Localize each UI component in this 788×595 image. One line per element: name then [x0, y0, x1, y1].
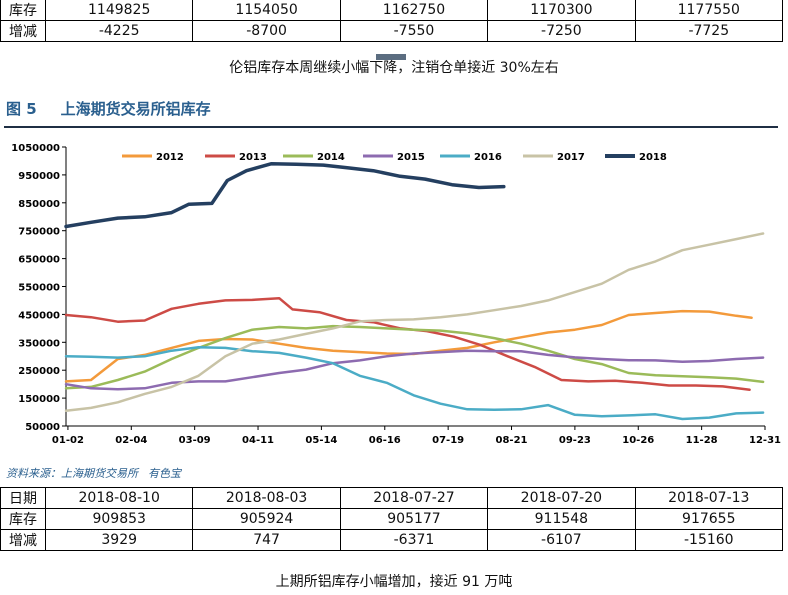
table-cell: 911548	[487, 508, 636, 530]
table-cell: -4225	[44, 20, 194, 42]
legend-label: 2013	[239, 152, 267, 163]
source-extra: 有色宝	[148, 467, 181, 480]
series-lines	[64, 161, 765, 421]
table-cell: 1162750	[339, 0, 489, 21]
x-tick-label: 10-26	[622, 435, 654, 446]
x-tick-label: 12-31	[749, 435, 781, 446]
title-rule	[4, 126, 778, 128]
table-cell: 1149825	[44, 0, 194, 21]
table-cell: 917655	[634, 508, 784, 530]
caption-top: 伦铝库存本周继续小幅下降，注销仓单接近 30%左右	[229, 60, 559, 76]
table-cell: -7550	[339, 20, 489, 42]
date-cell: 2018-07-27	[339, 487, 489, 509]
series-line-2016	[64, 346, 765, 421]
table-cell: -7725	[634, 20, 784, 42]
figure-title-text: 上海期货交易所铝库存	[60, 100, 211, 118]
legend-label: 2012	[156, 152, 184, 163]
table-cell: 909853	[44, 508, 194, 530]
table-row: 增减 -4225 -8700 -7550 -7250 -7725	[0, 20, 784, 42]
source-text: 资料来源：上海期货交易所	[6, 467, 138, 480]
table-cell: 905177	[339, 508, 489, 530]
table-cell: -15160	[634, 529, 784, 551]
y-tick-label: 550000	[18, 283, 60, 294]
table-cell: 3929	[44, 529, 194, 551]
legend-label: 2015	[397, 152, 425, 163]
y-tick-label: 950000	[18, 171, 60, 182]
y-tick-label: 650000	[18, 255, 60, 266]
series-line-2013	[64, 296, 751, 391]
y-tick-label: 450000	[18, 310, 60, 321]
table-cell: -7250	[487, 20, 636, 42]
table-cell: 747	[192, 529, 341, 551]
table-cell: -6371	[339, 529, 489, 551]
y-tick-label: 750000	[18, 227, 60, 238]
row-label: 库存	[0, 508, 46, 530]
line-chart: 1050000 950000 850000 750000 650000 550000 450…	[11, 143, 781, 446]
x-tick-label: 01-02	[52, 435, 84, 446]
series-line-2014	[64, 324, 765, 390]
row-label: 增减	[0, 529, 46, 551]
series-line-2018	[64, 161, 506, 229]
date-cell: 2018-07-20	[487, 487, 636, 509]
date-cell: 2018-08-03	[192, 487, 341, 509]
y-tick-label: 250000	[18, 366, 60, 377]
y-tick-label: 150000	[18, 394, 60, 405]
legend: 2012 2013 2014 2015 2016 2017 2018	[122, 152, 667, 163]
table-row: 库存 1149825 1154050 1162750 1170300 11775…	[0, 0, 784, 21]
table-row: 日期 2018-08-10 2018-08-03 2018-07-27 2018…	[0, 487, 784, 509]
series-line-2017	[64, 232, 765, 412]
series-line-2012	[64, 309, 753, 383]
figure-number: 图 5	[6, 100, 37, 118]
shfe-stock-table: 日期 2018-08-10 2018-08-03 2018-07-27 2018…	[0, 487, 784, 551]
x-tick-label: 06-16	[369, 435, 401, 446]
legend-label: 2018	[639, 152, 667, 163]
table-cell: 905924	[192, 508, 341, 530]
row-label: 增减	[0, 20, 46, 42]
x-tick-label: 07-19	[432, 435, 464, 446]
x-tick-label: 11-28	[686, 435, 718, 446]
source-note: 资料来源：上海期货交易所 有色宝	[6, 465, 181, 481]
x-tick-label: 02-04	[115, 435, 147, 446]
x-tick-label: 03-09	[179, 435, 211, 446]
legend-label: 2014	[317, 152, 345, 163]
row-label: 库存	[0, 0, 46, 21]
collapse-handle[interactable]	[376, 54, 406, 60]
y-tick-label: 50000	[25, 422, 60, 433]
date-cell: 2018-08-10	[44, 487, 194, 509]
london-stock-table: 库存 1149825 1154050 1162750 1170300 11775…	[0, 0, 784, 42]
table-cell: -6107	[487, 529, 636, 551]
y-tick-label: 850000	[18, 199, 60, 210]
x-tick-label: 08-21	[496, 435, 528, 446]
row-label: 日期	[0, 487, 46, 509]
date-cell: 2018-07-13	[634, 487, 784, 509]
axes: 1050000 950000 850000 750000 650000 550000 450…	[11, 143, 781, 446]
x-tick-label: 09-23	[559, 435, 591, 446]
table-cell: 1154050	[192, 0, 341, 21]
legend-label: 2017	[557, 152, 585, 163]
figure-title: 图 5 上海期货交易所铝库存	[6, 98, 211, 119]
y-tick-label: 350000	[18, 338, 60, 349]
x-tick-label: 04-11	[242, 435, 274, 446]
legend-label: 2016	[474, 152, 502, 163]
x-tick-label: 05-14	[305, 435, 337, 446]
caption-bottom: 上期所铝库存小幅增加，接近 91 万吨	[275, 574, 513, 590]
table-cell: 1170300	[487, 0, 636, 21]
table-cell: 1177550	[634, 0, 784, 21]
table-cell: -8700	[192, 20, 341, 42]
table-row: 增减 3929 747 -6371 -6107 -15160	[0, 529, 784, 551]
table-row: 库存 909853 905924 905177 911548 917655	[0, 508, 784, 530]
y-tick-label: 1050000	[11, 143, 60, 154]
